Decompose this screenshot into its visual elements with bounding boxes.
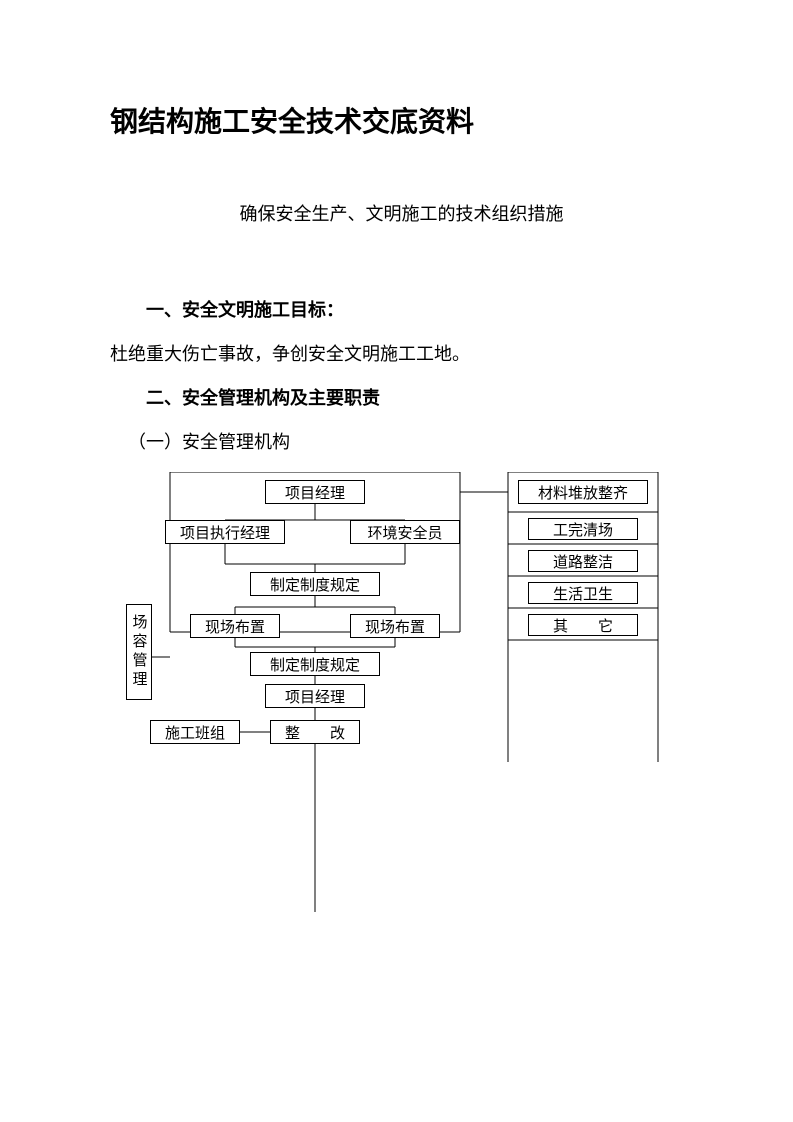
node-make-rules2: 制定制度规定 bbox=[250, 652, 380, 676]
doc-title: 钢结构施工安全技术交底资料 bbox=[110, 100, 693, 140]
section2-sub: （一）安全管理机构 bbox=[128, 428, 693, 454]
node-exec-mgr: 项目执行经理 bbox=[165, 520, 285, 544]
node-rectify: 整 改 bbox=[270, 720, 360, 744]
node-pm-top: 项目经理 bbox=[265, 480, 365, 504]
node-env-safety: 环境安全员 bbox=[350, 520, 460, 544]
node-r1: 材料堆放整齐 bbox=[518, 480, 648, 504]
node-r3: 道路整洁 bbox=[528, 550, 638, 572]
section2-heading: 二、安全管理机构及主要职责 bbox=[146, 384, 693, 410]
org-chart: 项目经理 项目执行经理 环境安全员 制定制度规定 场容管理 现场布置 现场布置 … bbox=[110, 472, 690, 1032]
node-r5: 其 它 bbox=[528, 614, 638, 636]
section1-heading: 一、安全文明施工目标： bbox=[146, 296, 693, 322]
node-crew: 施工班组 bbox=[150, 720, 240, 744]
doc-subtitle: 确保安全生产、文明施工的技术组织措施 bbox=[110, 200, 693, 226]
node-site-mgmt-vertical: 场容管理 bbox=[126, 604, 152, 700]
node-r4: 生活卫生 bbox=[528, 582, 638, 604]
page: 钢结构施工安全技术交底资料 确保安全生产、文明施工的技术组织措施 一、安全文明施… bbox=[0, 0, 793, 1122]
section1-body: 杜绝重大伤亡事故，争创安全文明施工工地。 bbox=[110, 340, 693, 366]
node-site-layout2: 现场布置 bbox=[350, 614, 440, 638]
node-pm-mid: 项目经理 bbox=[265, 684, 365, 708]
node-site-layout1: 现场布置 bbox=[190, 614, 280, 638]
node-r2: 工完清场 bbox=[528, 518, 638, 540]
node-make-rules1: 制定制度规定 bbox=[250, 572, 380, 596]
